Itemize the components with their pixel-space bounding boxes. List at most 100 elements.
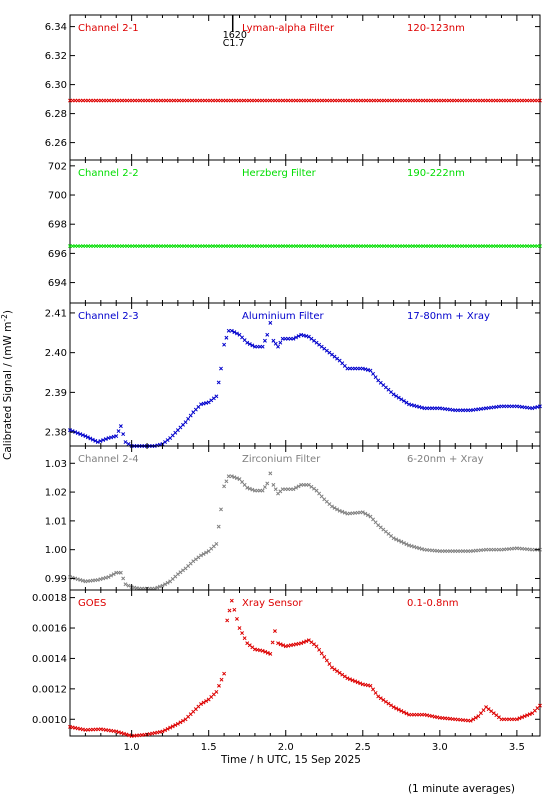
- data-point: [514, 717, 519, 722]
- data-point: [304, 334, 309, 339]
- data-point: [391, 705, 396, 710]
- data-point: [265, 481, 270, 486]
- x-axis-label: Time / h UTC, 15 Sep 2025: [220, 754, 361, 766]
- data-point: [294, 485, 298, 490]
- data-point: [365, 513, 370, 518]
- channel-label: Channel 2-3: [78, 311, 139, 322]
- data-point: [517, 716, 522, 721]
- data-point: [199, 402, 203, 407]
- data-point: [478, 711, 483, 716]
- data-point: [234, 616, 239, 621]
- data-point: [399, 539, 404, 544]
- data-point: [368, 514, 373, 519]
- data-point: [204, 699, 209, 703]
- y-tick-label: 0.0012: [32, 684, 67, 695]
- data-point: [314, 488, 319, 493]
- data-point: [265, 332, 270, 337]
- data-point: [260, 648, 265, 653]
- data-point: [201, 552, 206, 556]
- data-point: [232, 607, 237, 612]
- data-point: [301, 640, 306, 645]
- data-point: [214, 394, 219, 399]
- data-point: [417, 546, 422, 551]
- data-point: [330, 504, 334, 509]
- data-point: [371, 371, 376, 376]
- data-point: [394, 394, 399, 398]
- data-point: [407, 402, 411, 407]
- data-point: [73, 576, 78, 581]
- data-point: [281, 643, 286, 648]
- data-point: [98, 577, 103, 582]
- data-point: [391, 536, 396, 541]
- data-point: [219, 507, 223, 512]
- x-tick-label: 3.0: [432, 742, 448, 753]
- data-point: [412, 403, 417, 408]
- data-point: [106, 575, 111, 579]
- data-point: [396, 395, 401, 400]
- data-point: [272, 629, 277, 634]
- data-point: [419, 547, 424, 551]
- data-point: [214, 689, 219, 694]
- data-series: [68, 98, 542, 103]
- data-point: [373, 520, 378, 525]
- data-point: [183, 420, 188, 425]
- data-point: [417, 404, 422, 409]
- data-point: [118, 424, 123, 429]
- band-label: 17-80nm + Xray: [407, 311, 490, 322]
- data-point: [111, 434, 116, 439]
- data-point: [240, 480, 245, 484]
- data-point: [371, 517, 376, 522]
- panel-frame: [69, 159, 541, 304]
- data-point: [114, 729, 119, 734]
- y-tick-label: 0.0014: [32, 654, 67, 665]
- y-tick-label: 2.40: [45, 348, 67, 359]
- data-point: [345, 676, 350, 681]
- panel-channel-2-4: 0.99 1.00 1.01 1.02 1.03 Channel 2-4 Zirconium…: [45, 445, 542, 591]
- y-tick-label: 1.03: [45, 459, 67, 470]
- panel-channel-2-1: 6.26 6.28 6.30 6.32 6.34 Channel 2-1 Lyman-alp…: [45, 14, 542, 161]
- data-point: [268, 320, 273, 325]
- x-tick-label: 2.0: [278, 742, 294, 753]
- y-tick-label: 0.99: [45, 574, 67, 585]
- data-point: [118, 570, 123, 575]
- panel-channel-2-3: 2.38 2.39 2.40 2.41 Channel 2-3 Aluminium Fil…: [45, 302, 542, 448]
- data-point: [358, 681, 363, 686]
- data-point: [319, 494, 324, 499]
- data-point: [85, 435, 90, 440]
- data-point: [175, 721, 180, 726]
- data-point: [419, 405, 424, 410]
- data-point: [80, 433, 85, 438]
- data-point: [296, 484, 301, 489]
- data-point: [404, 542, 409, 547]
- data-point: [363, 367, 368, 372]
- data-point: [401, 399, 406, 403]
- data-point: [217, 683, 221, 688]
- data-point: [95, 577, 100, 582]
- data-point: [538, 703, 542, 708]
- data-point: [535, 404, 540, 409]
- data-point: [237, 477, 242, 482]
- data-point: [291, 336, 296, 341]
- data-series: [68, 244, 542, 249]
- x-tick-label: 1.5: [201, 742, 217, 753]
- data-point: [165, 580, 170, 585]
- data-point: [412, 544, 417, 549]
- data-point: [109, 435, 114, 440]
- data-point: [234, 331, 239, 336]
- data-point: [363, 511, 368, 516]
- data-point: [234, 476, 239, 481]
- data-point: [299, 332, 304, 337]
- data-point: [219, 366, 223, 371]
- data-point: [225, 618, 230, 623]
- data-point: [75, 431, 80, 436]
- data-point: [371, 687, 376, 692]
- data-point: [409, 544, 414, 549]
- data-point: [532, 405, 537, 410]
- data-point: [160, 583, 165, 588]
- channel-label: Channel 2-2: [78, 168, 139, 179]
- data-point: [335, 507, 340, 512]
- data-point: [414, 545, 419, 550]
- data-point: [250, 343, 255, 348]
- data-point: [391, 392, 396, 397]
- y-tick-label: 6.34: [45, 22, 67, 33]
